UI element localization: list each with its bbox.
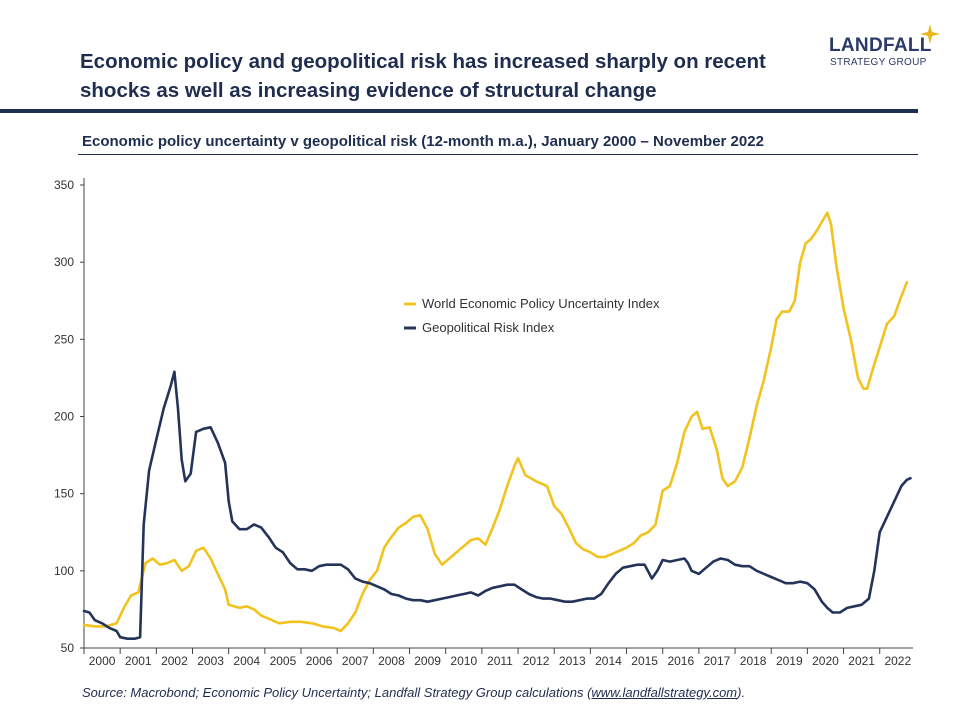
source-link[interactable]: www.landfallstrategy.com	[591, 685, 738, 700]
x-tick-label: 2020	[812, 654, 839, 668]
y-tick-label: 350	[54, 178, 74, 192]
y-tick-label: 100	[54, 564, 74, 578]
x-tick-label: 2007	[342, 654, 369, 668]
source-prefix: Source: Macrobond; Economic Policy Uncer…	[82, 685, 592, 700]
x-tick-label: 2021	[848, 654, 875, 668]
chart-title-underline	[78, 154, 918, 155]
x-tick-label: 2002	[161, 654, 188, 668]
source-suffix: ).	[737, 685, 746, 700]
y-tick-label: 50	[61, 641, 75, 655]
x-tick-label: 2010	[450, 654, 477, 668]
x-tick-label: 2004	[233, 654, 260, 668]
source-note: Source: Macrobond; Economic Policy Uncer…	[82, 685, 745, 700]
x-tick-label: 2015	[631, 654, 658, 668]
x-tick-label: 2022	[884, 654, 911, 668]
x-tick-label: 2017	[704, 654, 731, 668]
headline-line-2: shocks as well as increasing evidence of…	[80, 79, 657, 102]
y-tick-label: 200	[54, 410, 74, 424]
legend-label: Geopolitical Risk Index	[422, 320, 555, 335]
x-tick-label: 2000	[89, 654, 116, 668]
chart-title: Economic policy uncertainty v geopolitic…	[82, 133, 764, 150]
headline-line-1: Economic policy and geopolitical risk ha…	[80, 50, 766, 73]
x-tick-label: 2001	[125, 654, 152, 668]
logo-wordmark: LANDFALL	[829, 35, 932, 56]
x-tick-label: 2014	[595, 654, 622, 668]
header-divider	[0, 109, 918, 113]
x-tick-label: 2009	[414, 654, 441, 668]
legend-label: World Economic Policy Uncertainty Index	[422, 296, 660, 311]
line-chart: 50 100 150 200 250 300 350 2000 2001 2002 2003 2004…	[54, 178, 913, 668]
epu-series-line	[82, 211, 909, 633]
x-tick-label: 2013	[559, 654, 586, 668]
x-tick-label: 2012	[523, 654, 550, 668]
y-tick-label: 300	[54, 255, 74, 269]
x-tick-label: 2003	[197, 654, 224, 668]
y-tick-label: 250	[54, 332, 74, 346]
logo-tagline: STRATEGY GROUP	[830, 57, 927, 68]
headline: Economic policy and geopolitical risk ha…	[80, 47, 800, 105]
star-icon	[920, 24, 940, 44]
x-tick-label: 2005	[270, 654, 297, 668]
x-tick-label: 2006	[306, 654, 333, 668]
y-tick-label: 150	[54, 487, 74, 501]
x-tick-label: 2019	[776, 654, 803, 668]
x-tick-label: 2016	[667, 654, 694, 668]
gpr-series-line	[82, 370, 912, 640]
x-tick-label: 2018	[740, 654, 767, 668]
x-tick-label: 2008	[378, 654, 405, 668]
landfall-logo: LANDFALL STRATEGY GROUP	[826, 24, 946, 74]
x-tick-label: 2011	[487, 654, 513, 668]
